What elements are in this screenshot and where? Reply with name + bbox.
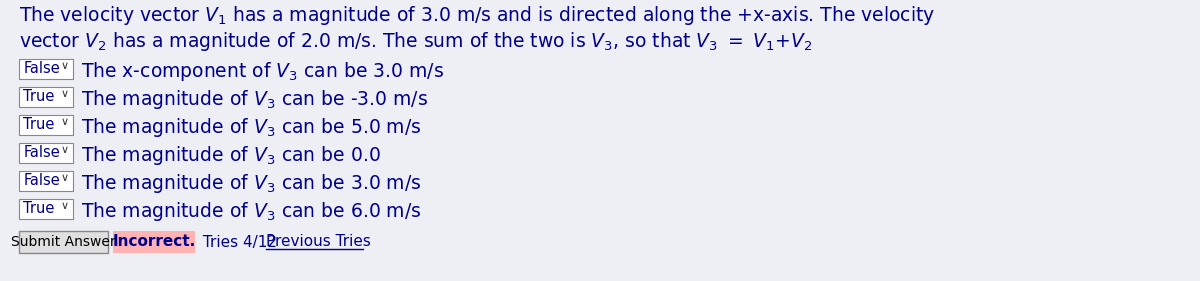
Text: vector $\mathbf{\it{V}}_{2}$ has a magnitude of 2.0 m/s. The sum of the two is $: vector $\mathbf{\it{V}}_{2}$ has a magni…: [19, 30, 812, 53]
Text: ∨: ∨: [61, 89, 68, 99]
Text: ∨: ∨: [61, 61, 68, 71]
Text: False: False: [23, 145, 60, 160]
FancyBboxPatch shape: [113, 231, 194, 253]
Text: ∨: ∨: [61, 145, 68, 155]
Text: True: True: [23, 117, 54, 132]
Text: False: False: [23, 61, 60, 76]
Text: True: True: [23, 89, 54, 104]
Text: Incorrect.: Incorrect.: [113, 235, 196, 250]
FancyBboxPatch shape: [19, 87, 73, 107]
Text: The magnitude of $\mathbf{\it{V}}_{3}$ can be 5.0 m/s: The magnitude of $\mathbf{\it{V}}_{3}$ c…: [80, 116, 421, 139]
FancyBboxPatch shape: [19, 171, 73, 191]
Text: The magnitude of $\mathbf{\it{V}}_{3}$ can be -3.0 m/s: The magnitude of $\mathbf{\it{V}}_{3}$ c…: [80, 88, 427, 111]
Text: ∨: ∨: [61, 201, 68, 211]
Text: Previous Tries: Previous Tries: [266, 235, 371, 250]
FancyBboxPatch shape: [19, 115, 73, 135]
Text: The magnitude of $\mathbf{\it{V}}_{3}$ can be 3.0 m/s: The magnitude of $\mathbf{\it{V}}_{3}$ c…: [80, 172, 421, 195]
Text: ∨: ∨: [61, 173, 68, 183]
FancyBboxPatch shape: [19, 231, 108, 253]
Text: The x-component of $\mathbf{\it{V}}_{3}$ can be 3.0 m/s: The x-component of $\mathbf{\it{V}}_{3}$…: [80, 60, 444, 83]
FancyBboxPatch shape: [19, 199, 73, 219]
Text: ∨: ∨: [61, 117, 68, 127]
Text: The magnitude of $\mathbf{\it{V}}_{3}$ can be 6.0 m/s: The magnitude of $\mathbf{\it{V}}_{3}$ c…: [80, 200, 421, 223]
Text: The magnitude of $\mathbf{\it{V}}_{3}$ can be 0.0: The magnitude of $\mathbf{\it{V}}_{3}$ c…: [80, 144, 380, 167]
Text: The velocity vector $\mathbf{\it{V}}_{1}$ has a magnitude of 3.0 m/s and is dire: The velocity vector $\mathbf{\it{V}}_{1}…: [19, 4, 936, 27]
Text: True: True: [23, 201, 54, 216]
Text: Submit Answer: Submit Answer: [12, 235, 116, 249]
Text: False: False: [23, 173, 60, 188]
FancyBboxPatch shape: [19, 59, 73, 79]
Text: Tries 4/12: Tries 4/12: [198, 235, 282, 250]
FancyBboxPatch shape: [19, 143, 73, 163]
